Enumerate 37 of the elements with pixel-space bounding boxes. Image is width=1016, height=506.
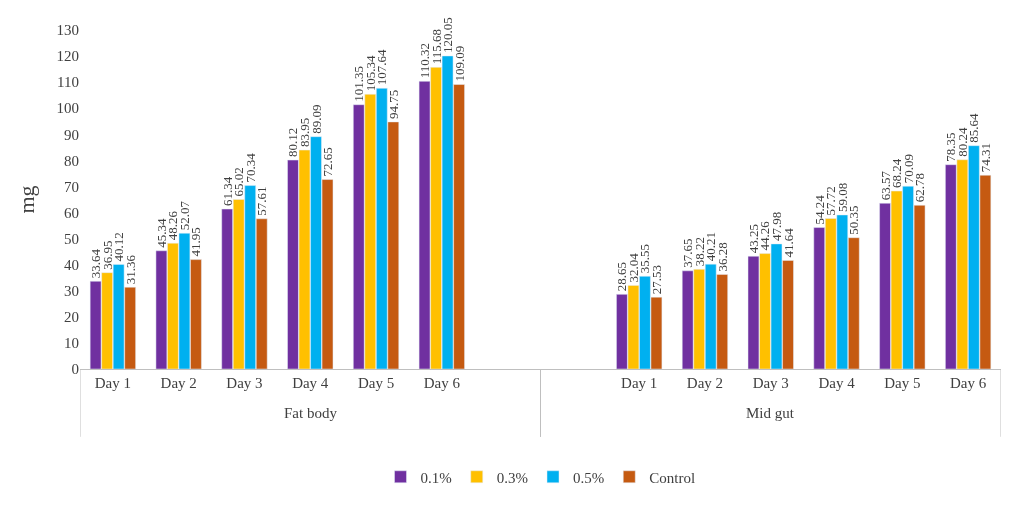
x-tick-label: Day 3 [226, 375, 263, 391]
legend-label: 0.5% [573, 469, 605, 486]
y-tick-label: 70 [64, 178, 79, 195]
x-tick-label: Day 3 [752, 375, 789, 391]
y-axis-title: mg [14, 185, 40, 214]
data-label: 72.65 [320, 147, 336, 177]
y-tick-label: 40 [64, 256, 79, 273]
y-tick-label: 120 [56, 48, 79, 65]
y-tick-label: 130 [56, 22, 79, 39]
text: Fat body [284, 405, 338, 421]
data-label: 74.31 [977, 142, 993, 173]
x-tick-label: Day 2 [686, 375, 724, 391]
data-label: 57.61 [254, 186, 270, 216]
x-tick-label: Day 6 [949, 375, 987, 391]
legend-label: Control [649, 469, 696, 486]
y-tick-label: 110 [57, 74, 79, 91]
x-tick-label: Day 4 [292, 375, 329, 391]
y-tick-label: 80 [64, 152, 79, 169]
x-tick-label: Day 6 [423, 375, 461, 391]
y-tick-label: 0 [71, 361, 79, 378]
data-label: 94.75 [385, 89, 401, 119]
y-tick-label: 10 [64, 335, 79, 352]
x-tick-label: Day 1 [621, 375, 658, 391]
legend-label: 0.3% [496, 469, 528, 486]
x-tick-label: Day 5 [357, 375, 395, 391]
y-tick-label: 60 [64, 204, 79, 221]
x-tick-label: Day 4 [818, 375, 856, 391]
y-tick-label: 50 [64, 230, 79, 247]
x-tick-label: Day 1 [94, 375, 132, 391]
text: Mid gut [746, 405, 795, 421]
x-tick-label: Day 5 [884, 375, 921, 391]
y-tick-label: 20 [64, 309, 79, 326]
y-tick-label: 100 [56, 100, 79, 117]
legend-label: 0.1% [420, 469, 452, 486]
x-tick-label: Day 2 [160, 375, 197, 391]
y-tick-label: 30 [64, 283, 79, 300]
y-tick-label: 90 [64, 126, 79, 143]
